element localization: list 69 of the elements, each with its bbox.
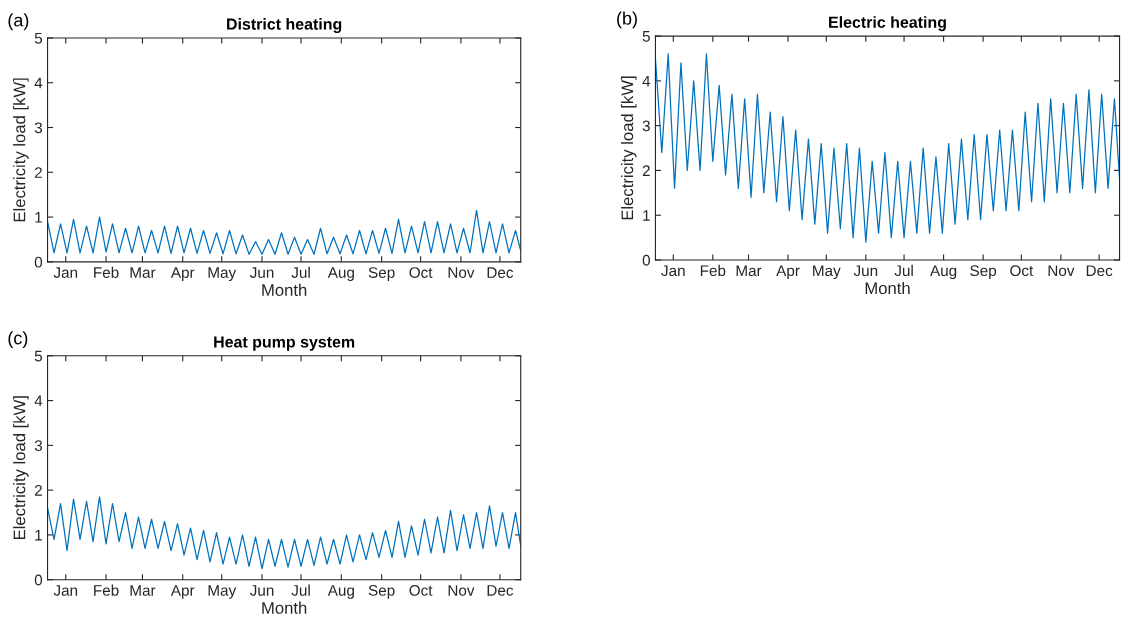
x-axis-title: Month bbox=[262, 283, 307, 296]
x-tick-label: Sep bbox=[970, 265, 997, 280]
y-tick-label: 0 bbox=[34, 256, 43, 268]
y-tick-label: 2 bbox=[642, 165, 650, 176]
x-tick-label: Jul bbox=[291, 584, 310, 596]
x-tick-label: Nov bbox=[1048, 265, 1075, 277]
x-tick-label: Jan bbox=[53, 585, 78, 596]
y-tick-label: 2 bbox=[34, 167, 42, 178]
x-tick-label: Sep bbox=[368, 267, 395, 281]
x-tick-label: Mar bbox=[130, 267, 156, 278]
y-tick-label: 3 bbox=[642, 120, 650, 132]
x-tick-label: Oct bbox=[409, 267, 433, 278]
chart-title: District heating bbox=[227, 18, 342, 33]
x-tick-label: Jan bbox=[53, 267, 78, 278]
x-axis-title: Month bbox=[865, 281, 910, 295]
y-axis-title: Electricity load [kW] bbox=[620, 76, 637, 220]
chart-title: Electric heating bbox=[829, 16, 946, 32]
x-tick-label: Nov bbox=[448, 585, 475, 596]
x-tick-label: May bbox=[813, 265, 841, 280]
x-tick-label: Mar bbox=[130, 585, 156, 596]
y-tick-label: 4 bbox=[34, 395, 43, 407]
x-tick-label: Feb bbox=[94, 266, 119, 278]
x-tick-label: Nov bbox=[448, 267, 475, 278]
y-tick-label: 1 bbox=[35, 212, 42, 223]
y-tick-label: 4 bbox=[34, 77, 43, 89]
x-tick-label: Feb bbox=[700, 264, 726, 277]
x-tick-label: Dec bbox=[1086, 265, 1113, 277]
y-tick-label: 5 bbox=[642, 31, 650, 42]
x-tick-label: Jun bbox=[853, 265, 878, 277]
x-tick-label: Jun bbox=[249, 267, 274, 278]
x-tick-label: May bbox=[208, 267, 237, 281]
line-series bbox=[47, 209, 521, 255]
y-tick-label: 1 bbox=[643, 210, 650, 221]
x-tick-label: Jul bbox=[894, 264, 913, 277]
x-tick-label: Aug bbox=[327, 267, 354, 281]
y-tick-label: 3 bbox=[34, 122, 43, 134]
x-tick-label: Apr bbox=[170, 267, 195, 281]
y-tick-label: 4 bbox=[642, 75, 651, 87]
y-axis-title: Electricity load [kW] bbox=[13, 78, 29, 222]
line-series bbox=[47, 496, 521, 570]
x-tick-label: Aug bbox=[327, 585, 354, 599]
x-tick-label: Feb bbox=[94, 584, 119, 596]
x-tick-label: Sep bbox=[368, 584, 395, 599]
x-tick-label: Dec bbox=[487, 267, 514, 278]
x-tick-label: Aug bbox=[930, 265, 957, 280]
x-tick-label: Apr bbox=[776, 265, 800, 280]
x-tick-label: Jun bbox=[249, 585, 274, 596]
y-tick-label: 0 bbox=[642, 254, 650, 266]
x-axis-title: Month bbox=[262, 601, 307, 614]
y-tick-label: 5 bbox=[34, 350, 43, 362]
x-tick-label: Apr bbox=[170, 585, 195, 599]
x-tick-label: Dec bbox=[487, 585, 514, 596]
text: (b) bbox=[617, 11, 637, 29]
text: (c) bbox=[8, 331, 28, 348]
line-series bbox=[655, 53, 1120, 243]
y-tick-label: 0 bbox=[34, 574, 43, 586]
y-tick-label: 2 bbox=[34, 485, 42, 496]
chart-title: Heat pump system bbox=[214, 336, 355, 351]
y-tick-label: 1 bbox=[35, 529, 42, 541]
text: (a) bbox=[8, 13, 29, 31]
x-tick-label: Oct bbox=[409, 584, 433, 596]
x-tick-label: Mar bbox=[736, 265, 762, 277]
y-axis-title: Electricity load [kW] bbox=[13, 396, 29, 540]
x-tick-label: Jul bbox=[291, 266, 310, 278]
y-tick-label: 5 bbox=[34, 32, 43, 44]
x-tick-label: Jan bbox=[661, 265, 685, 277]
y-tick-label: 3 bbox=[34, 440, 43, 452]
x-tick-label: May bbox=[208, 585, 237, 599]
x-tick-label: Oct bbox=[1010, 265, 1034, 277]
